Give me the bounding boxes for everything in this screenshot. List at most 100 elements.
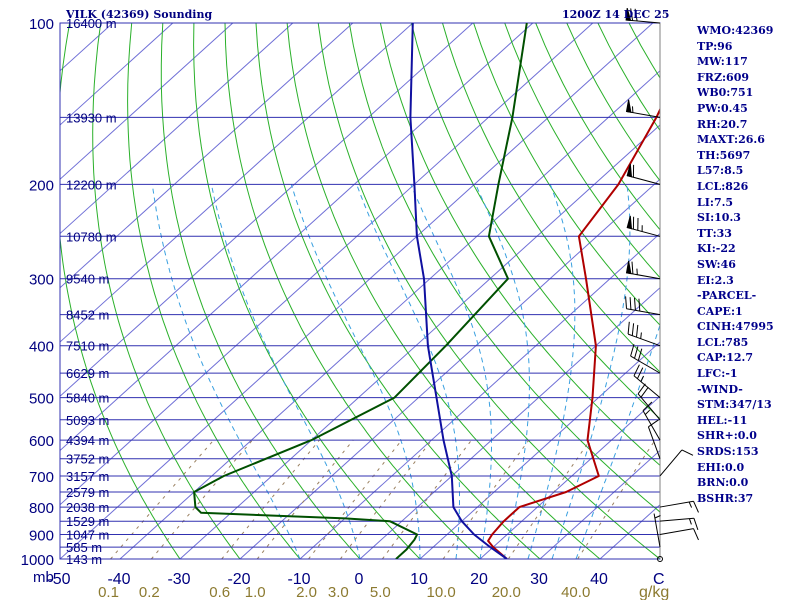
mixing-ratio-line [442,439,530,559]
height-label: 9540 m [66,272,109,287]
index-item: LCL:785 [697,335,749,349]
isotherm-line [419,341,660,559]
height-label: 2579 m [66,485,109,500]
pressure-tick-label: 300 [29,272,54,289]
temperature-tick-label: -30 [167,571,190,588]
isotherm-line [479,395,660,559]
index-item: LI:7.5 [697,195,734,209]
barb-flag [642,401,653,411]
barb-staff [637,393,661,421]
isotherm-line [60,23,654,559]
height-label: 143 m [66,552,102,567]
index-item: EHI:0.0 [697,460,745,474]
isotherm-line [179,124,660,559]
index-item: HEL:-11 [697,413,748,427]
barb-half-flag [688,501,693,508]
mixing-ratio-tick-label: 2.0 [296,584,317,600]
index-item: SHR+:0.0 [697,429,757,443]
pressure-unit-label: mb [33,569,54,586]
height-label: 8452 m [66,308,109,323]
wind-barb [633,364,661,399]
isotherm-line [60,23,234,180]
temperature-tick-label: -10 [287,571,310,588]
isotherm-line [60,23,594,506]
mixing-ratio-tick-label: 3.0 [328,584,349,600]
barb-staff [627,333,661,347]
mixing-ratio-lines [110,439,656,559]
height-label: 1047 m [66,528,109,543]
index-item: WB0:751 [697,86,754,100]
isotherm-line [539,449,660,559]
index-item: FRZ:609 [697,70,750,84]
isotherm-line [299,232,660,559]
wind-barb [626,215,661,237]
barb-staff [659,528,694,535]
barb-staff [659,500,694,508]
barb-half-flag [640,375,645,382]
index-item: STM:347/13 [697,398,772,412]
wind-barb [657,556,663,562]
moist-adiabat-line [475,184,530,559]
temperature-profile [487,107,660,559]
temperature-tick-label: -20 [227,571,250,588]
barb-staff [647,426,661,459]
index-item: BSHR:37 [697,491,754,505]
index-item: LCL:826 [697,179,749,193]
moist-adiabat-line [551,184,631,559]
wind-barb [637,383,661,421]
index-item: SI:10.3 [697,211,741,225]
barb-staff [626,308,661,316]
dry-adiabat-line [160,23,361,559]
mixing-ratio-tick-label: 1.0 [245,584,266,600]
barb-flag [633,364,640,377]
barb-flag [631,323,635,336]
index-item: CAP:12.7 [697,351,754,365]
moist-adiabat-line [356,184,460,559]
moist-adiabat-line [290,184,421,559]
wind-barbs [625,7,699,562]
mixing-ratio-line [507,439,591,559]
barb-staff [627,175,661,185]
temperature-tick-label: 30 [530,571,548,588]
temperature-tick-label: 20 [470,571,488,588]
index-item: TP:96 [697,39,733,53]
barb-flag [648,419,659,428]
barb-flag [630,344,635,357]
barb-flag [634,8,638,22]
barb-half-flag [688,518,692,525]
isotherm-lines [60,23,660,559]
mixing-ratio-tick-label: 0.1 [98,584,119,600]
barb-flag [625,296,627,309]
station-title: VILK (42369) Sounding [66,8,213,21]
barb-staff [627,227,661,237]
height-label: 1529 m [66,514,109,529]
isotherm-line [60,23,354,289]
temperature-tick-label: 10 [410,571,428,588]
wind-barb [659,500,699,513]
dry-adiabat-line [92,23,241,559]
isotherm-line [119,70,660,559]
wind-barb [625,99,661,118]
pressure-tick-label: 700 [29,469,54,486]
height-label: 16400 m [66,16,117,31]
barb-staff [642,410,661,441]
barb-pennant [625,7,632,21]
barb-pennant [625,260,632,275]
mixing-ratio-line [221,439,320,559]
barb-flag [681,449,694,456]
barb-flag [631,261,634,275]
wind-barb [659,528,699,541]
index-item: TT:33 [697,226,732,240]
barb-flag [636,324,639,338]
wind-barb [627,321,661,347]
isotherm-line [359,287,660,559]
index-item: SRDS:153 [697,445,759,459]
dry-adiabat-line [442,23,660,373]
moist-adiabat-line [410,184,492,559]
pressure-tick-label: 600 [29,433,54,450]
wind-barb [625,7,661,24]
height-label: 6629 m [66,366,109,381]
dry-adiabat-line [193,23,421,559]
wind-barb [653,513,661,548]
